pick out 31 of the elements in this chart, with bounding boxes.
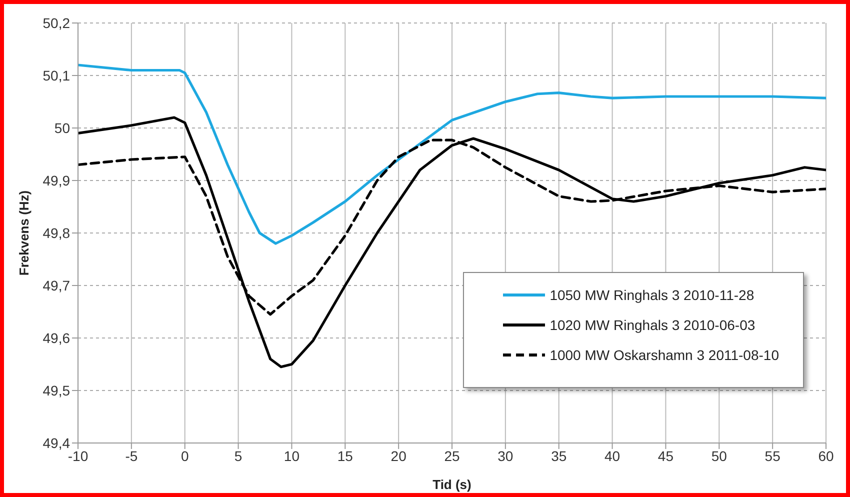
x-tick-label: 15 (337, 448, 354, 464)
y-tick-label: 49,4 (42, 434, 70, 451)
x-tick-label: -10 (68, 448, 88, 464)
x-tick-label: 10 (284, 448, 300, 464)
x-tick-label: 20 (390, 448, 407, 464)
y-tick-label: 49,6 (42, 330, 70, 346)
legend-label: 1000 MW Oskarshamn 3 2011-08-10 (550, 347, 779, 363)
y-tick-label: 49,8 (42, 224, 70, 241)
x-tick-label: 35 (551, 448, 567, 464)
x-tick-label: 45 (658, 448, 674, 464)
y-tick-label: 49,7 (42, 277, 70, 294)
x-tick-label: 40 (604, 448, 620, 464)
line-series (78, 64, 826, 245)
x-tick-label: 5 (234, 448, 242, 464)
y-tick-label: 50 (54, 120, 70, 136)
y-tick-label: 50,1 (42, 67, 70, 84)
line-series (78, 116, 826, 368)
x-tick-label: 50 (711, 448, 728, 464)
x-tick-label: 30 (498, 448, 514, 464)
x-tick-label: 25 (444, 448, 460, 464)
x-tick-label: -5 (125, 448, 138, 464)
legend-label: 1050 MW Ringhals 3 2010-11-28 (550, 287, 754, 303)
legend-label: 1020 MW Ringhals 3 2010-06-03 (550, 317, 756, 333)
x-tick-label: 60 (818, 448, 834, 464)
y-tick-label: 49,5 (42, 382, 70, 398)
y-tick-label: 49,9 (42, 172, 70, 188)
x-tick-label: 55 (764, 448, 781, 464)
x-axis-title: Tid (s) (432, 477, 472, 492)
y-tick-label: 50,2 (42, 14, 70, 31)
x-tick-label: 0 (180, 448, 189, 464)
y-axis-title: Frekvens (Hz) (16, 190, 32, 276)
